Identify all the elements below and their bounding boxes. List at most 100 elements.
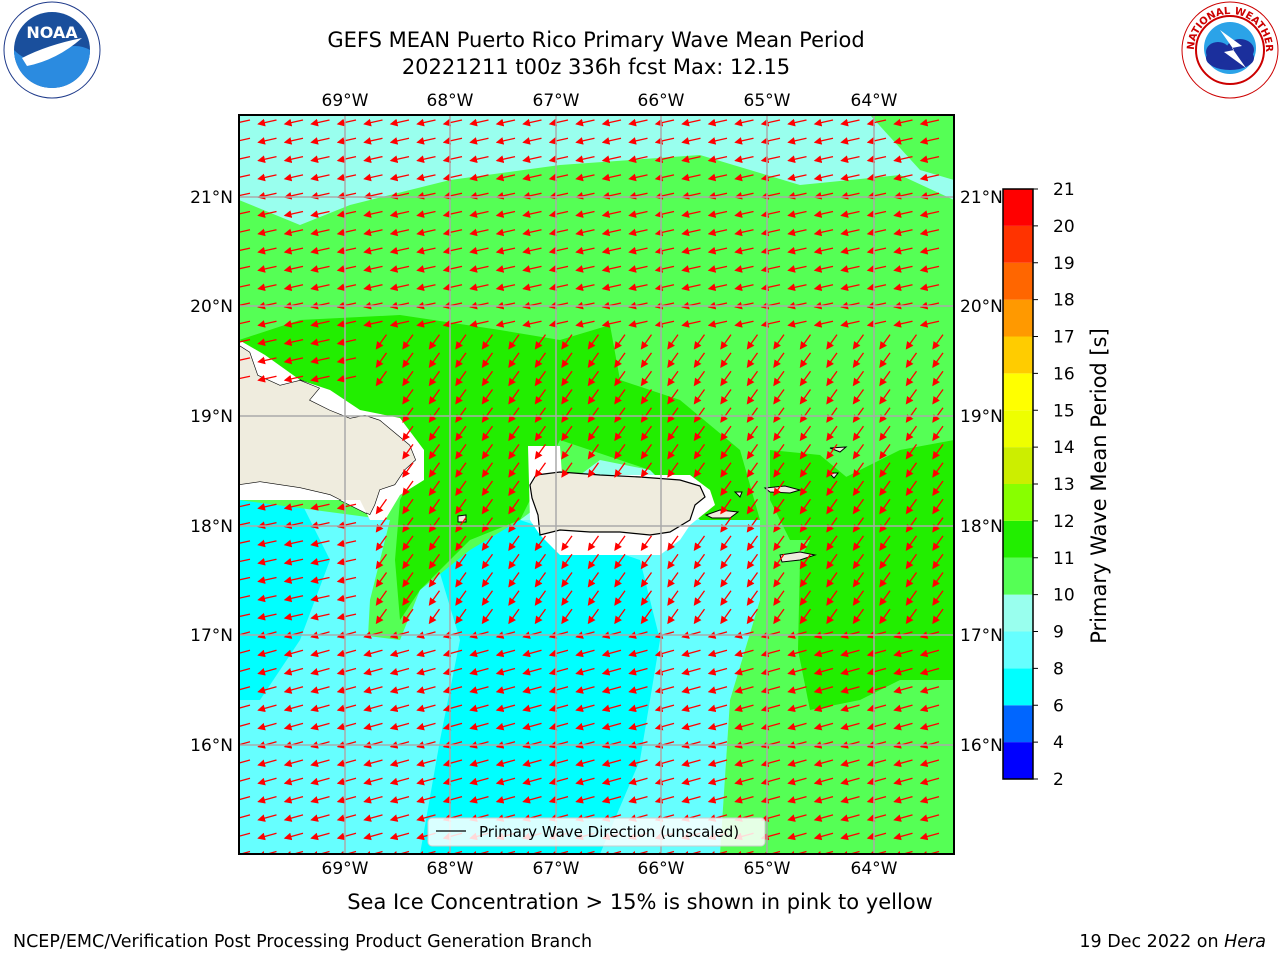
wave-arrow	[283, 228, 304, 237]
wave-arrow	[239, 246, 251, 255]
wave-arrow	[693, 462, 706, 478]
wave-arrow	[628, 137, 648, 145]
wave-arrow	[428, 553, 441, 570]
axis-tick-label: 66°W	[638, 91, 685, 111]
wave-arrow	[681, 795, 701, 804]
wave-arrow	[495, 137, 516, 145]
wave-arrow	[787, 704, 807, 713]
wave-arrow	[707, 649, 728, 658]
wave-arrow	[787, 795, 807, 804]
wave-arrow	[428, 407, 441, 423]
wave-arrow	[455, 590, 467, 606]
wave-arrow	[919, 795, 940, 804]
wave-arrow	[375, 498, 388, 515]
wave-arrow	[534, 572, 547, 588]
wave-arrow	[257, 155, 277, 163]
wave-arrow	[257, 576, 277, 584]
wave-arrow	[310, 283, 330, 292]
wave-arrow	[919, 283, 940, 292]
wave-arrow	[310, 814, 330, 822]
wave-arrow	[773, 444, 785, 460]
wave-arrow	[389, 741, 410, 749]
wave-arrow	[866, 667, 887, 676]
wave-arrow	[587, 535, 600, 551]
wave-arrow	[495, 777, 516, 786]
wave-arrow	[893, 283, 913, 292]
wave-arrow	[587, 553, 600, 570]
wave-arrow	[575, 759, 595, 768]
footer-host: Hera	[1224, 932, 1266, 952]
wave-arrow	[919, 118, 940, 127]
wave-arrow	[905, 608, 918, 625]
lat-ticks-right: 21°N 20°N 19°N 18°N 17°N 16°N	[960, 188, 1003, 756]
wave-arrow	[628, 155, 648, 163]
wave-arrow	[548, 173, 569, 182]
wave-arrow	[654, 173, 675, 182]
wave-arrow	[893, 850, 913, 854]
wave-arrow	[654, 850, 675, 854]
wave-arrow	[336, 832, 357, 841]
wave-arrow	[508, 334, 520, 350]
wave-arrow	[654, 137, 675, 145]
axis-tick-label: 67°W	[533, 91, 580, 111]
wave-arrow	[428, 608, 441, 625]
wave-arrow	[932, 572, 944, 588]
wave-arrow	[707, 283, 728, 292]
wave-arrow	[495, 118, 516, 127]
wave-arrow	[239, 722, 251, 731]
wave-arrow	[707, 741, 728, 749]
wave-arrow	[534, 553, 547, 570]
wave-arrow	[283, 246, 304, 255]
wave-arrow	[469, 155, 489, 163]
wave-arrow	[575, 320, 595, 328]
wave-arrow	[548, 759, 569, 768]
wave-arrow	[548, 722, 569, 731]
wave-arrow	[428, 462, 441, 478]
wave-arrow	[522, 246, 542, 255]
wave-arrow	[852, 535, 865, 551]
axis-tick-label: 16°N	[190, 736, 233, 756]
wave-arrow	[813, 741, 834, 749]
wave-arrow	[799, 462, 812, 478]
wave-arrow	[826, 517, 838, 533]
wave-arrow	[826, 352, 838, 368]
wave-arrow	[932, 553, 944, 570]
nws-logo: NATIONAL WEATHER SERVICE	[1180, 0, 1279, 99]
wave-arrow	[522, 741, 542, 749]
wave-arrow	[455, 425, 467, 442]
wave-arrow	[628, 704, 648, 713]
wave-arrow	[336, 649, 357, 658]
wave-arrow	[866, 850, 887, 854]
wave-arrow	[893, 155, 913, 163]
wave-arrow	[879, 352, 891, 368]
wave-arrow	[720, 462, 732, 478]
wave-arrow	[257, 722, 277, 731]
wave-arrow	[310, 850, 330, 854]
wave-arrow	[522, 686, 542, 694]
wave-arrow	[522, 649, 542, 658]
wave-arrow	[389, 686, 410, 694]
wave-arrow	[442, 667, 463, 676]
wave-arrow	[879, 462, 891, 478]
wave-arrow	[257, 210, 277, 218]
wave-arrow	[813, 722, 834, 731]
wave-arrow	[481, 498, 494, 515]
wave-arrow	[363, 320, 383, 328]
wave-arrow	[389, 173, 410, 182]
wave-arrow	[587, 407, 600, 423]
wave-arrow	[522, 722, 542, 731]
wave-arrow	[693, 444, 706, 460]
wave-arrow	[654, 667, 675, 676]
map-gridlines	[239, 115, 954, 854]
wave-arrow	[773, 517, 785, 533]
wave-arrow	[283, 704, 304, 713]
wave-arrow	[681, 777, 701, 786]
wave-arrow	[773, 498, 785, 515]
colorbar: 2 4 6 8 9 10 11 12 13 14 15 16 17 18 19 20 21	[1002, 180, 1075, 790]
wave-arrow	[746, 498, 759, 515]
wave-arrow	[813, 283, 834, 292]
wave-arrow	[534, 425, 547, 442]
wave-arrow	[905, 352, 918, 368]
wave-arrow	[601, 850, 622, 854]
wave-arrow	[575, 283, 595, 292]
